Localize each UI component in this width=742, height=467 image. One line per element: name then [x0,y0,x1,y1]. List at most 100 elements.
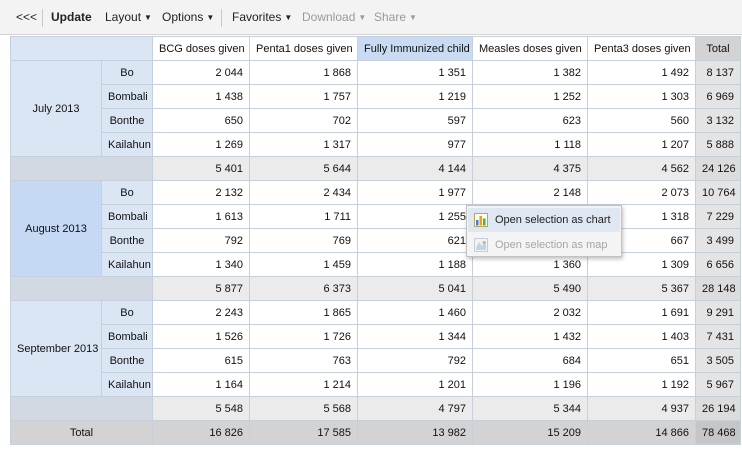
subtotal-total-cell[interactable]: 26 194 [695,396,741,421]
value-cell[interactable]: 1 340 [152,252,250,277]
period-header[interactable]: July 2013 [10,60,102,157]
value-cell[interactable]: 1 865 [249,300,358,325]
row-total-cell[interactable]: 8 137 [695,60,741,85]
column-header[interactable]: Fully Immunized child [357,36,473,61]
value-cell[interactable]: 684 [472,348,588,373]
value-cell[interactable]: 1 317 [249,132,358,157]
value-cell[interactable]: 651 [587,348,696,373]
subtotal-total-cell[interactable]: 28 148 [695,276,741,301]
value-cell[interactable]: 1 118 [472,132,588,157]
value-cell[interactable]: 1 432 [472,324,588,349]
value-cell[interactable]: 1 196 [472,372,588,397]
value-cell[interactable]: 621 [357,228,473,253]
value-cell[interactable]: 1 460 [357,300,473,325]
row-total-cell[interactable]: 9 291 [695,300,741,325]
options-menu-button[interactable]: Options ▼ [162,10,215,24]
value-cell[interactable]: 1 691 [587,300,696,325]
value-cell[interactable]: 1 214 [249,372,358,397]
period-header[interactable]: August 2013 [10,180,102,277]
subtotal-cell[interactable]: 6 373 [249,276,358,301]
row-total-cell[interactable]: 3 132 [695,108,741,133]
value-cell[interactable]: 977 [357,132,473,157]
column-header[interactable]: Penta3 doses given [587,36,696,61]
subtotal-cell[interactable]: 4 375 [472,156,588,181]
column-header[interactable]: Measles doses given [472,36,588,61]
value-cell[interactable]: 1 613 [152,204,250,229]
subtotal-cell[interactable]: 5 041 [357,276,473,301]
value-cell[interactable]: 1 344 [357,324,473,349]
value-cell[interactable]: 615 [152,348,250,373]
value-cell[interactable]: 623 [472,108,588,133]
org-unit-header[interactable]: Bombali [101,324,153,349]
row-total-cell[interactable]: 3 505 [695,348,741,373]
subtotal-cell[interactable]: 5 490 [472,276,588,301]
value-cell[interactable]: 1 252 [472,84,588,109]
grand-total-total-cell[interactable]: 78 468 [695,420,741,445]
value-cell[interactable]: 2 073 [587,180,696,205]
value-cell[interactable]: 1 269 [152,132,250,157]
value-cell[interactable]: 1 219 [357,84,473,109]
subtotal-cell[interactable]: 4 937 [587,396,696,421]
org-unit-header[interactable]: Bombali [101,84,153,109]
value-cell[interactable]: 2 148 [472,180,588,205]
value-cell[interactable]: 1 403 [587,324,696,349]
row-total-cell[interactable]: 5 888 [695,132,741,157]
subtotal-cell[interactable]: 5 548 [152,396,250,421]
value-cell[interactable]: 1 868 [249,60,358,85]
value-cell[interactable]: 1 438 [152,84,250,109]
value-cell[interactable]: 1 201 [357,372,473,397]
subtotal-cell[interactable]: 5 344 [472,396,588,421]
favorites-menu-button[interactable]: Favorites ▼ [232,10,293,24]
row-total-cell[interactable]: 6 656 [695,252,741,277]
grand-total-cell[interactable]: 17 585 [249,420,358,445]
value-cell[interactable]: 792 [152,228,250,253]
subtotal-cell[interactable]: 5 367 [587,276,696,301]
value-cell[interactable]: 1 207 [587,132,696,157]
org-unit-header[interactable]: Bonthe [101,228,153,253]
value-cell[interactable]: 769 [249,228,358,253]
back-button[interactable]: <<< [16,10,38,24]
grand-total-cell[interactable]: 14 866 [587,420,696,445]
value-cell[interactable]: 1 492 [587,60,696,85]
value-cell[interactable]: 1 188 [357,252,473,277]
value-cell[interactable]: 2 032 [472,300,588,325]
row-total-cell[interactable]: 7 431 [695,324,741,349]
value-cell[interactable]: 2 132 [152,180,250,205]
value-cell[interactable]: 1 303 [587,84,696,109]
row-total-cell[interactable]: 3 499 [695,228,741,253]
value-cell[interactable]: 1 382 [472,60,588,85]
open-as-map-menu-item[interactable]: Open selection as map [468,233,620,257]
column-header[interactable]: BCG doses given [152,36,250,61]
subtotal-cell[interactable]: 4 562 [587,156,696,181]
value-cell[interactable]: 702 [249,108,358,133]
org-unit-header[interactable]: Bonthe [101,348,153,373]
value-cell[interactable]: 1 192 [587,372,696,397]
column-header[interactable]: Penta1 doses given [249,36,358,61]
open-as-chart-menu-item[interactable]: Open selection as chart [468,208,620,232]
value-cell[interactable]: 1 309 [587,252,696,277]
org-unit-header[interactable]: Kailahun [101,252,153,277]
value-cell[interactable]: 560 [587,108,696,133]
row-total-cell[interactable]: 6 969 [695,84,741,109]
value-cell[interactable]: 2 044 [152,60,250,85]
org-unit-header[interactable]: Kailahun [101,132,153,157]
subtotal-cell[interactable]: 4 797 [357,396,473,421]
value-cell[interactable]: 597 [357,108,473,133]
org-unit-header[interactable]: Bonthe [101,108,153,133]
subtotal-cell[interactable]: 5 644 [249,156,358,181]
value-cell[interactable]: 1 977 [357,180,473,205]
grand-total-cell[interactable]: 15 209 [472,420,588,445]
org-unit-header[interactable]: Bo [101,180,153,205]
subtotal-cell[interactable]: 4 144 [357,156,473,181]
value-cell[interactable]: 1 726 [249,324,358,349]
subtotal-total-cell[interactable]: 24 126 [695,156,741,181]
value-cell[interactable]: 763 [249,348,358,373]
value-cell[interactable]: 1 757 [249,84,358,109]
org-unit-header[interactable]: Bombali [101,204,153,229]
row-total-cell[interactable]: 7 229 [695,204,741,229]
share-menu-button[interactable]: Share ▼ [374,10,417,24]
value-cell[interactable]: 1 526 [152,324,250,349]
value-cell[interactable]: 1 459 [249,252,358,277]
row-total-cell[interactable]: 5 967 [695,372,741,397]
download-menu-button[interactable]: Download ▼ [302,10,367,24]
